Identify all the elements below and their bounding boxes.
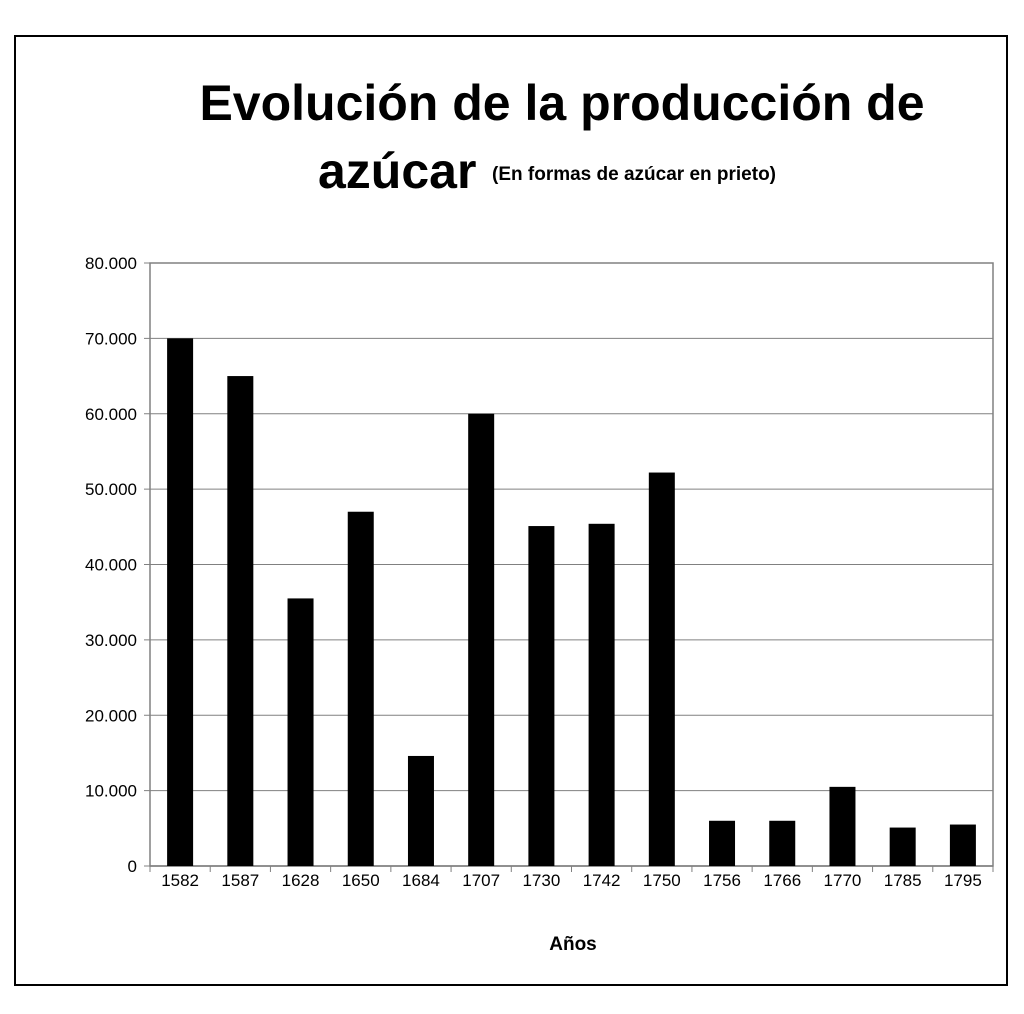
- bar-1707: [468, 414, 494, 866]
- x-tick-label: 1628: [282, 871, 320, 890]
- bar-1785: [890, 828, 916, 866]
- x-tick-label: 1684: [402, 871, 440, 890]
- x-tick-label: 1785: [884, 871, 922, 890]
- bar-1766: [769, 821, 795, 866]
- bar-1650: [348, 512, 374, 866]
- bar-1756: [709, 821, 735, 866]
- x-tick-label: 1750: [643, 871, 681, 890]
- x-tick-label: 1770: [824, 871, 862, 890]
- x-tick-label: 1795: [944, 871, 982, 890]
- bar-1795: [950, 825, 976, 866]
- x-axis-label: Años: [549, 934, 597, 955]
- x-tick-label: 1742: [583, 871, 621, 890]
- bar-1582: [167, 338, 193, 866]
- bar-1628: [288, 598, 314, 866]
- x-tick-label: 1766: [763, 871, 801, 890]
- y-tick-label: 60.000: [85, 405, 137, 424]
- y-tick-label: 10.000: [85, 782, 137, 801]
- y-tick-label: 70.000: [85, 329, 137, 348]
- bar-1770: [829, 787, 855, 866]
- y-tick-label: 80.000: [85, 254, 137, 273]
- y-axis-ticks: 0 10.000 20.000 30.000 40.000 50.000 60.000 70.…: [85, 254, 150, 876]
- bar-1730: [528, 526, 554, 866]
- bar-1742: [589, 524, 615, 866]
- x-axis-ticks: 1582 1587 1628 1650 1684 1707 1730 1742 1750 1756…: [150, 866, 993, 890]
- y-tick-label: 0: [128, 857, 137, 876]
- y-tick-label: 30.000: [85, 631, 137, 650]
- x-tick-label: 1587: [221, 871, 259, 890]
- x-tick-label: 1707: [462, 871, 500, 890]
- x-tick-label: 1730: [522, 871, 560, 890]
- bar-1587: [227, 376, 253, 866]
- bar-1750: [649, 473, 675, 866]
- x-tick-label: 1582: [161, 871, 199, 890]
- x-tick-label: 1756: [703, 871, 741, 890]
- bars: [167, 338, 976, 866]
- bar-1684: [408, 756, 434, 866]
- x-tick-label: 1650: [342, 871, 380, 890]
- gridlines: [150, 263, 993, 866]
- y-tick-label: 20.000: [85, 706, 137, 725]
- y-tick-label: 40.000: [85, 556, 137, 575]
- y-tick-label: 50.000: [85, 480, 137, 499]
